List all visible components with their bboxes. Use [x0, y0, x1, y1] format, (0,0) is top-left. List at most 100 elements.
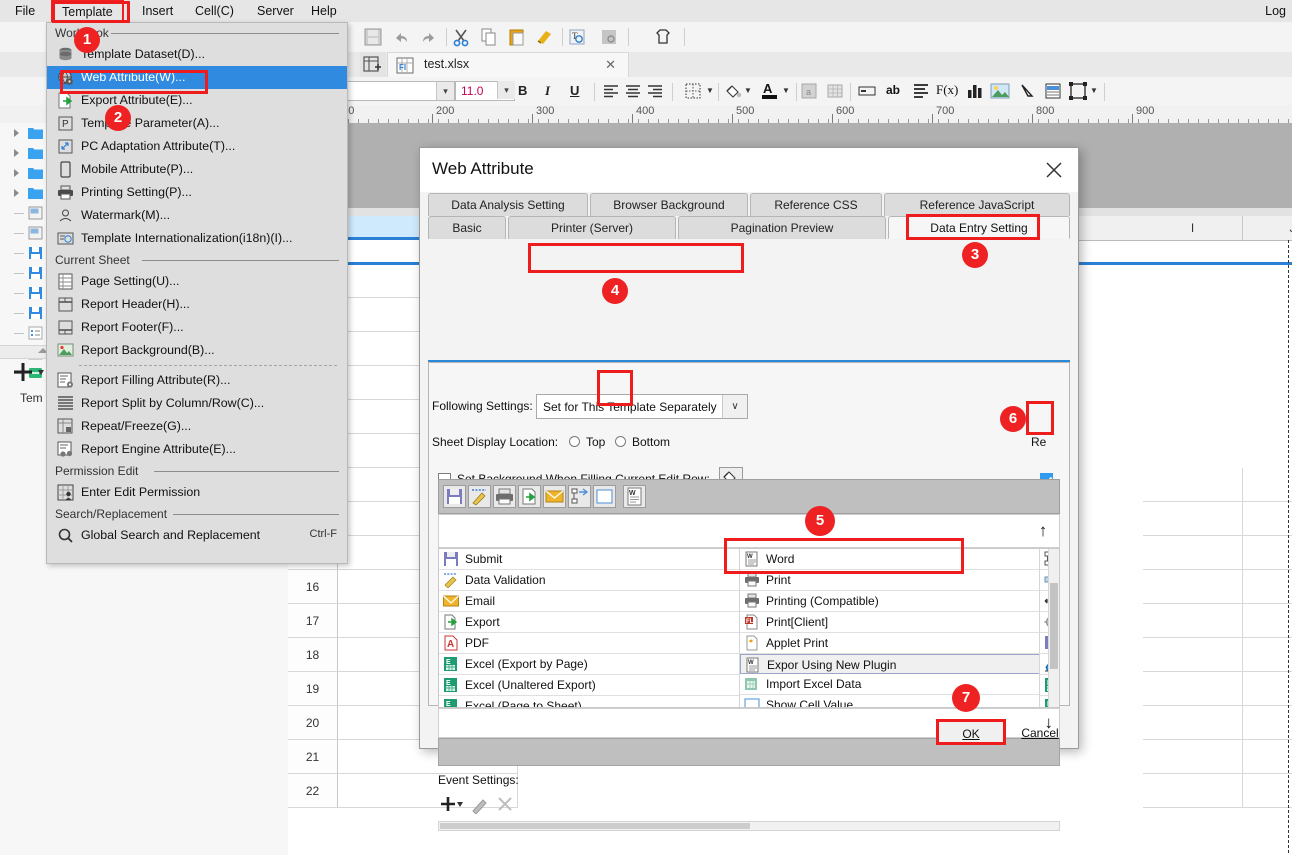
widget-row-submit[interactable]: Submit [439, 549, 739, 570]
font-color-icon[interactable]: A [760, 80, 780, 105]
cell[interactable] [1243, 638, 1292, 672]
chevron-down-icon[interactable]: ∨ [722, 395, 747, 418]
row-header-17[interactable]: 17 [288, 604, 338, 638]
italic-button[interactable]: I [545, 83, 551, 98]
text-area-icon[interactable] [912, 82, 930, 103]
theme-icon[interactable] [652, 26, 674, 48]
chevron-down-icon[interactable]: ▼ [1090, 86, 1098, 95]
column-header-i[interactable]: I [1143, 216, 1243, 240]
cell[interactable] [1143, 706, 1243, 740]
chart-icon[interactable] [966, 82, 984, 103]
chevron-right-icon[interactable] [14, 149, 19, 157]
cell[interactable] [1143, 672, 1243, 706]
down-arrow-icon[interactable]: ↓ [1044, 713, 1054, 732]
row-header-21[interactable]: 21 [288, 740, 338, 774]
add-icon[interactable] [438, 793, 464, 818]
cell[interactable] [1243, 570, 1292, 604]
close-icon[interactable] [1042, 158, 1066, 182]
widget-row-email[interactable]: Email [439, 591, 739, 612]
menu-item-cell[interactable]: Cell(C) [195, 4, 234, 18]
menu-item-repeat-freeze-g[interactable]: Repeat/Freeze(G)... [47, 415, 347, 438]
widget-row-printing-compatible[interactable]: Printing (Compatible) [740, 591, 1040, 612]
cell[interactable] [1243, 774, 1292, 808]
widget-row-applet-print[interactable]: Applet Print [740, 633, 1040, 654]
menu-item-template-parameter-a[interactable]: P Template Parameter(A)... [47, 112, 347, 135]
widget-row-word[interactable]: W Word [740, 549, 1040, 570]
widget-row-expor-using-new-plugin[interactable]: W Expor Using New Plugin [740, 654, 1040, 674]
pencil-validate-icon[interactable] [468, 485, 491, 508]
scrollbar-thumb[interactable] [440, 823, 750, 829]
widget-row-export[interactable]: Export [439, 612, 739, 633]
cell[interactable] [1143, 740, 1243, 774]
menu-item-report-footer-f[interactable]: Report Footer(F)... [47, 316, 347, 339]
tab-basic[interactable]: Basic [428, 216, 506, 239]
widget-row-data-validation[interactable]: Data Validation [439, 570, 739, 591]
widget-row-excel-export-by-page[interactable]: E Excel (Export by Page) [439, 654, 739, 675]
text-field-icon[interactable] [858, 84, 876, 101]
borders-icon[interactable] [684, 82, 702, 103]
tree-icon[interactable] [568, 485, 591, 508]
chevron-right-icon[interactable] [14, 169, 19, 177]
menu-item-report-filling-attribute-r[interactable]: Report Filling Attribute(R)... [47, 369, 347, 392]
report-block-icon[interactable] [1044, 82, 1062, 103]
email-icon[interactable] [543, 485, 566, 508]
menu-item-enter-edit-permission[interactable]: Enter Edit Permission [47, 481, 347, 504]
add-sheet-button[interactable] [8, 359, 58, 385]
following-settings-select[interactable]: Set for This Template Separately ∨ [536, 394, 748, 419]
widget-row-show-cell-value[interactable]: Show Cell Value [740, 695, 1040, 707]
bold-button[interactable]: B [518, 83, 528, 98]
cell[interactable] [1143, 570, 1243, 604]
widget-row-import-excel-data[interactable]: Import Excel Data [740, 674, 1040, 695]
menu-item-pc-adaptation-attribute-t[interactable]: PC Adaptation Attribute(T)... [47, 135, 347, 158]
chevron-down-icon[interactable]: ▼ [706, 86, 714, 95]
cell[interactable] [1143, 536, 1243, 570]
menu-item-file[interactable]: File [15, 4, 36, 18]
cell[interactable] [1243, 536, 1292, 570]
radio-bottom[interactable] [615, 436, 626, 447]
tab-printer-server[interactable]: Printer (Server) [508, 216, 676, 239]
tab-browser-background[interactable]: Browser Background [590, 193, 748, 216]
menu-item-web-attribute-w[interactable]: Web Attribute(W)... [47, 66, 347, 89]
cell[interactable] [1243, 672, 1292, 706]
collapse-up-icon[interactable] [38, 348, 48, 353]
up-arrow-icon[interactable]: ↑ [1038, 521, 1048, 540]
chevron-right-icon[interactable] [14, 129, 19, 137]
cell[interactable] [1243, 502, 1292, 536]
image-icon[interactable] [990, 82, 1010, 103]
undo-icon[interactable] [390, 26, 412, 48]
cell[interactable] [338, 774, 518, 808]
menu-item-report-background-b[interactable]: Report Background(B)... [47, 339, 347, 362]
row-header-22[interactable]: 22 [288, 774, 338, 808]
export-icon[interactable] [518, 485, 541, 508]
chevron-down-icon[interactable]: ▾ [436, 82, 454, 100]
menu-item-export-attribute-e[interactable]: Export Attribute(E)... [47, 89, 347, 112]
chevron-right-icon[interactable] [14, 189, 19, 197]
ok-button[interactable]: OK [937, 721, 1005, 745]
menu-item-template-internationalization-i18n-i[interactable]: Template Internationalization(i18n)(I)..… [47, 227, 347, 250]
column-header-j[interactable]: J [1243, 216, 1292, 240]
close-icon[interactable]: ✕ [605, 57, 616, 72]
redo-icon[interactable] [418, 26, 440, 48]
align-center-icon[interactable] [624, 82, 642, 103]
menu-item-insert[interactable]: Insert [142, 4, 174, 18]
widget-list-scrollbar[interactable] [1048, 549, 1059, 707]
menu-item-template-dataset-d[interactable]: Template Dataset(D)... [47, 43, 347, 66]
radio-top[interactable] [569, 436, 580, 447]
cell[interactable] [1243, 604, 1292, 638]
widget-row-excel-page-to-sheet[interactable]: E Excel (Page to Sheet) [439, 696, 739, 707]
fill-color-icon[interactable] [722, 81, 742, 104]
pointer-icon[interactable] [1018, 82, 1036, 103]
log-label[interactable]: Log [1265, 4, 1286, 18]
widget-row-print-client[interactable]: FL Print[Client] [740, 612, 1040, 633]
align-left-icon[interactable] [602, 82, 620, 103]
menu-item-report-split-by-column-row-c[interactable]: Report Split by Column/Row(C)... [47, 392, 347, 415]
widget-row-print[interactable]: Print [740, 570, 1040, 591]
cell[interactable] [1143, 604, 1243, 638]
widget-row-pdf[interactable]: A PDF [439, 633, 739, 654]
row-header-20[interactable]: 20 [288, 706, 338, 740]
tab-data-analysis-setting[interactable]: Data Analysis Setting [428, 193, 588, 216]
tab-reference-javascript[interactable]: Reference JavaScript [884, 193, 1070, 216]
save-icon[interactable] [362, 26, 384, 48]
widget-row-excel-unaltered-export[interactable]: E Excel (Unaltered Export) [439, 675, 739, 696]
find-text-icon[interactable]: T [566, 26, 588, 48]
